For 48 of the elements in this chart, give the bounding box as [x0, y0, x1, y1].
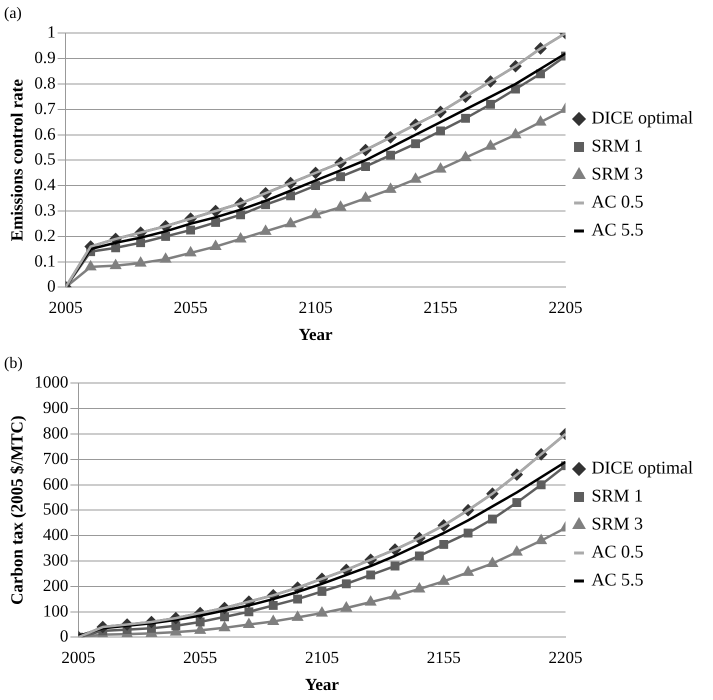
x-tick-label: 2205 [548, 648, 583, 667]
chart-title: (a) [4, 4, 22, 22]
y-tick-label: 900 [42, 398, 68, 418]
legend-label: AC 5.5 [592, 220, 644, 240]
y-tick-label: 0 [47, 276, 56, 296]
y-tick-label: 600 [42, 474, 68, 494]
y-tick-label: 700 [42, 448, 68, 468]
y-tick-label: 1000 [34, 372, 68, 392]
y-tick-label: 1 [47, 22, 56, 42]
legend-label: AC 5.5 [592, 570, 644, 590]
x-tick-label: 2205 [548, 298, 583, 317]
x-tick-label: 2055 [174, 298, 208, 317]
legend-label: AC 0.5 [592, 542, 644, 562]
x-tick-label: 2055 [183, 648, 218, 667]
y-axis-title: Emissions control rate [8, 78, 27, 242]
y-tick-label: 0 [60, 626, 68, 646]
x-tick-label: 2005 [61, 648, 96, 667]
legend-label: DICE optimal [592, 108, 694, 128]
x-tick-label: 2105 [304, 648, 339, 667]
y-tick-label: 0.8 [34, 73, 56, 92]
legend-label: DICE optimal [592, 458, 694, 478]
y-tick-label: 400 [42, 525, 68, 544]
y-tick-label: 800 [42, 423, 68, 442]
x-tick-label: 2005 [48, 298, 83, 317]
y-tick-label: 0.4 [34, 175, 56, 194]
y-tick-label: 0.3 [34, 200, 56, 220]
y-tick-label: 0.5 [34, 150, 56, 169]
legend-label: AC 0.5 [592, 192, 644, 212]
y-tick-label: 200 [42, 576, 68, 595]
chart-title: (b) [4, 354, 23, 372]
y-tick-label: 0.2 [34, 226, 56, 245]
y-tick-label: 500 [42, 500, 68, 519]
legend-label: SRM 3 [592, 164, 644, 184]
y-tick-label: 0.9 [34, 48, 56, 68]
x-tick-label: 2155 [426, 648, 461, 667]
y-axis-title: Carbon tax (2005 $/MTC) [8, 416, 27, 605]
legend-label: SRM 3 [592, 514, 644, 534]
y-tick-label: 0.6 [34, 124, 56, 144]
y-tick-label: 0.7 [34, 98, 56, 118]
y-tick-label: 0.1 [34, 251, 56, 270]
x-tick-label: 2155 [424, 298, 458, 317]
legend-label: SRM 1 [592, 136, 644, 156]
x-axis-title: Year [304, 675, 340, 694]
legend-label: SRM 1 [592, 486, 644, 506]
x-tick-label: 2105 [298, 298, 333, 317]
y-tick-label: 100 [42, 601, 68, 620]
y-tick-label: 300 [42, 550, 68, 570]
x-axis-title: Year [298, 325, 334, 344]
